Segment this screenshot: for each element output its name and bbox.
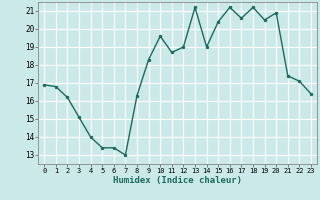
X-axis label: Humidex (Indice chaleur): Humidex (Indice chaleur)	[113, 176, 242, 185]
